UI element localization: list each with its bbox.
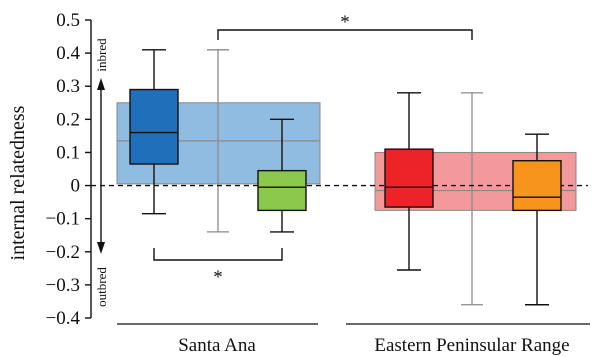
population-boxes-layer bbox=[129, 49, 562, 306]
outbred-label: outbred bbox=[94, 267, 109, 307]
y-tick-label-8: −0.3 bbox=[46, 275, 80, 296]
direction-arrow bbox=[97, 78, 105, 254]
significance-brackets: ** bbox=[153, 12, 473, 288]
y-tick-label-0: 0.5 bbox=[56, 10, 80, 31]
bracket-santa-ana bbox=[153, 248, 283, 261]
summary-boxes-layer bbox=[116, 49, 577, 306]
y-tick-label-1: 0.4 bbox=[56, 43, 80, 64]
y-axis: 0.5 0.4 0.3 0.2 0.1 0 −0.1 −0.2 −0.3 −0.4 bbox=[46, 10, 92, 329]
box-1-0 bbox=[384, 148, 434, 208]
y-tick-label-4: 0.1 bbox=[56, 142, 80, 163]
y-axis-title: internal relatedness bbox=[7, 105, 29, 260]
significance-star-1: * bbox=[213, 267, 223, 288]
y-tick-label-6: −0.1 bbox=[46, 209, 80, 230]
box-1-1 bbox=[512, 160, 562, 212]
y-tick-label-5: 0 bbox=[71, 176, 81, 197]
box-0-0 bbox=[129, 88, 179, 165]
y-tick-label-7: −0.2 bbox=[46, 242, 80, 263]
arrow-down-head bbox=[97, 242, 105, 254]
y-tick-label-3: 0.2 bbox=[56, 109, 80, 130]
arrow-up-head bbox=[97, 78, 105, 90]
group-label-1: Eastern Peninsular Range bbox=[374, 335, 569, 356]
inbred-label: inbred bbox=[94, 38, 109, 72]
bracket-between-groups bbox=[217, 29, 473, 40]
box-0-1 bbox=[257, 169, 307, 212]
y-tick-label-2: 0.3 bbox=[56, 76, 80, 97]
group-labels: Santa Ana Eastern Peninsular Range bbox=[117, 323, 590, 356]
significance-star-0: * bbox=[340, 12, 350, 33]
group-label-0: Santa Ana bbox=[178, 335, 256, 356]
y-tick-label-9: −0.4 bbox=[46, 308, 81, 329]
